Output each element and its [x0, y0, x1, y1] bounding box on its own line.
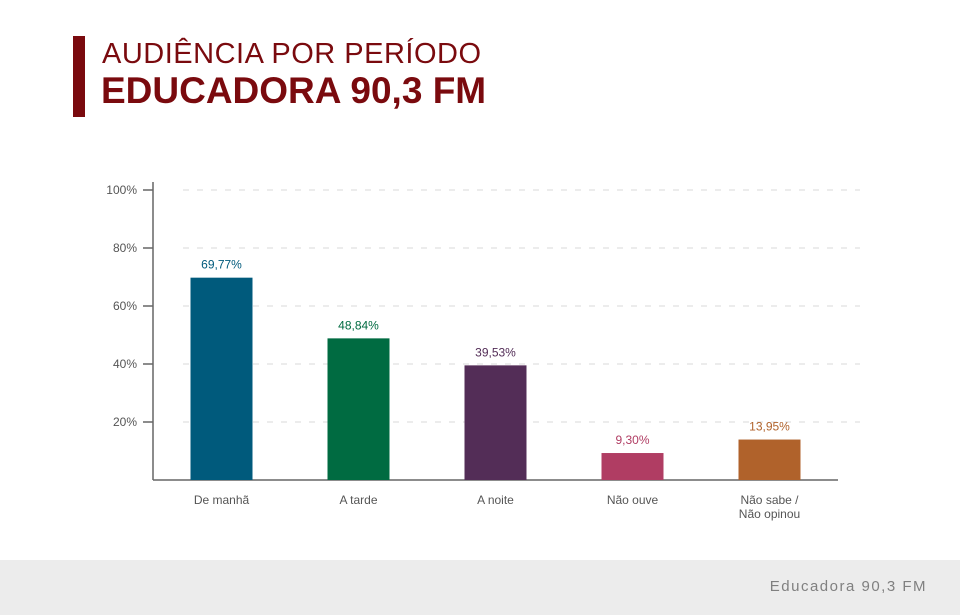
y-tick-label: 20%	[113, 415, 137, 429]
title-accent-bar	[73, 36, 85, 117]
footer-label: Educadora 90,3 FM	[769, 578, 927, 595]
x-tick-label: A noite	[477, 493, 514, 507]
x-tick-label: De manhã	[194, 493, 250, 507]
data-label: 39,53%	[475, 345, 516, 359]
data-label: 9,30%	[615, 433, 649, 447]
data-label: 69,77%	[201, 258, 242, 272]
y-tick-label: 80%	[113, 241, 137, 255]
bar	[601, 453, 664, 480]
x-tick-label: A tarde	[339, 493, 377, 507]
bar	[464, 365, 527, 480]
data-label: 13,95%	[749, 420, 790, 434]
chart-title: AUDIÊNCIA POR PERÍODO	[102, 38, 482, 70]
y-tick-label: 40%	[113, 357, 137, 371]
x-tick-label: Não opinou	[739, 507, 800, 521]
x-tick-label: Não sabe /	[740, 493, 799, 507]
bar	[190, 277, 253, 480]
footer: Educadora 90,3 FM	[0, 560, 960, 615]
bar	[738, 439, 801, 480]
x-tick-label: Não ouve	[607, 493, 659, 507]
y-tick-label: 60%	[113, 299, 137, 313]
bar-chart: 20% 40% 60% 80% 100% 69,77% De manhã 48,84% A ta…	[106, 182, 860, 521]
data-label: 48,84%	[338, 318, 379, 332]
y-tick-label: 100%	[106, 183, 137, 197]
bar	[327, 338, 390, 480]
chart-subtitle: EDUCADORA 90,3 FM	[101, 70, 487, 111]
